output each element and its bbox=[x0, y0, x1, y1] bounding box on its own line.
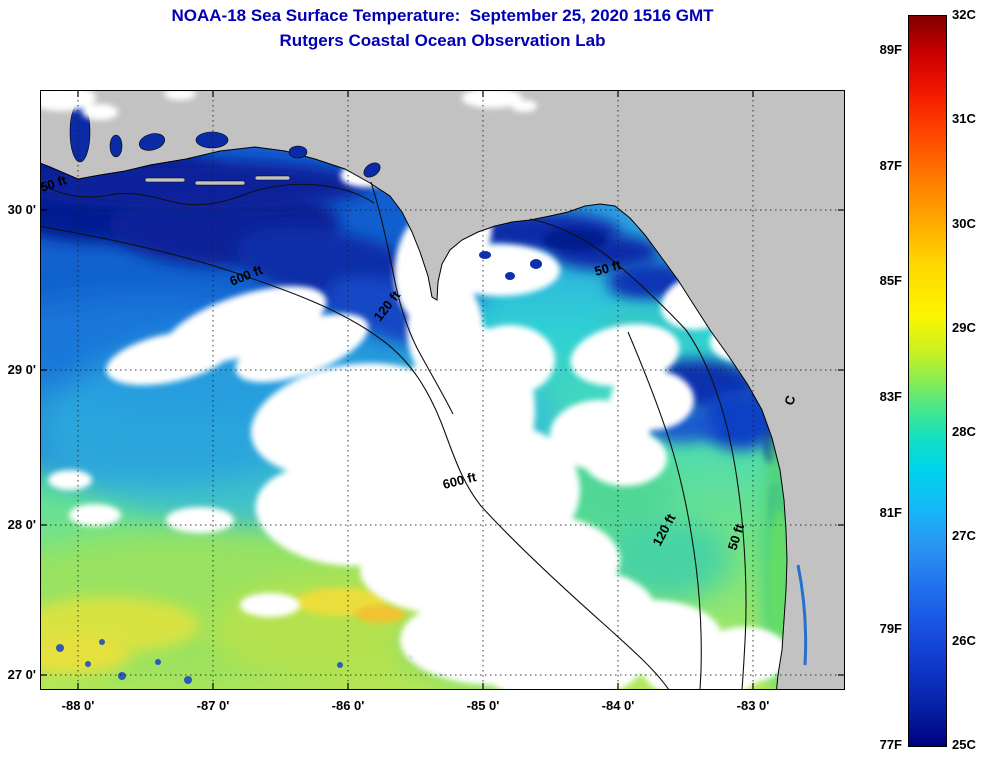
x-tick-label-83: -83 0' bbox=[736, 698, 770, 713]
colorbar-c-label-32: 32C bbox=[952, 7, 976, 22]
colorbar-f-label-83: 83F bbox=[879, 389, 902, 404]
y-tick-label-28: 28 0' bbox=[7, 517, 36, 532]
axis-tick-marks bbox=[40, 90, 845, 690]
colorbar-c-label-28: 28C bbox=[952, 424, 976, 439]
contour-120ft-west bbox=[370, 181, 454, 415]
figure-subtitle: Rutgers Coastal Ocean Observation Lab bbox=[279, 31, 606, 50]
nearshore-cold-dots bbox=[479, 251, 542, 280]
lat-lon-grid bbox=[40, 90, 845, 690]
colorbar-c-label-26: 26C bbox=[952, 633, 976, 648]
clouds-over-land bbox=[40, 90, 537, 120]
colorbar-f-label-81: 81F bbox=[879, 505, 902, 520]
colorbar-c-label-25: 25C bbox=[952, 737, 976, 752]
intracoastal-lagoon bbox=[796, 564, 808, 666]
figure-title: NOAA-18 Sea Surface Temperature: Septemb… bbox=[171, 6, 714, 25]
contour-120ft-east bbox=[627, 331, 702, 690]
y-tick-label-27: 27 0' bbox=[7, 667, 36, 682]
colorbar-f-label-77: 77F bbox=[879, 737, 902, 752]
x-tick-label-87: -87 0' bbox=[196, 698, 230, 713]
colorbar-f-label-85: 85F bbox=[879, 273, 902, 288]
colorbar-f-label-89: 89F bbox=[879, 42, 902, 57]
contour-label-50ft-bigbend: 50 ft bbox=[593, 257, 623, 279]
x-tick-label-88: -88 0' bbox=[61, 698, 95, 713]
cloud-layer bbox=[48, 152, 790, 690]
colorbar-c-label-30: 30C bbox=[952, 216, 976, 231]
sst-map: 50 ft 600 ft 120 ft 50 ft 600 ft 120 ft … bbox=[40, 90, 845, 690]
y-tick-label-29: 29 0' bbox=[7, 362, 36, 377]
colorbar-c-label-29: 29C bbox=[952, 320, 976, 335]
contour-600ft bbox=[40, 225, 670, 690]
y-tick-label-30: 30 0' bbox=[7, 202, 36, 217]
depth-contours bbox=[40, 181, 747, 690]
colorbar-f-label-79: 79F bbox=[879, 621, 902, 636]
colorbar-c-label-31: 31C bbox=[952, 111, 976, 126]
contour-50ft-west bbox=[40, 182, 375, 206]
x-tick-label-86: -86 0' bbox=[331, 698, 365, 713]
x-tick-label-85: -85 0' bbox=[466, 698, 500, 713]
plot-border bbox=[40, 90, 845, 690]
colorbar-f-label-87: 87F bbox=[879, 158, 902, 173]
coast-letter-label: C bbox=[781, 393, 798, 407]
barrier-islands bbox=[144, 175, 291, 186]
colorbar-gradient bbox=[908, 15, 947, 747]
x-tick-label-84: -84 0' bbox=[601, 698, 635, 713]
contour-50ft-east bbox=[529, 218, 747, 690]
colorbar-c-label-27: 27C bbox=[952, 528, 976, 543]
